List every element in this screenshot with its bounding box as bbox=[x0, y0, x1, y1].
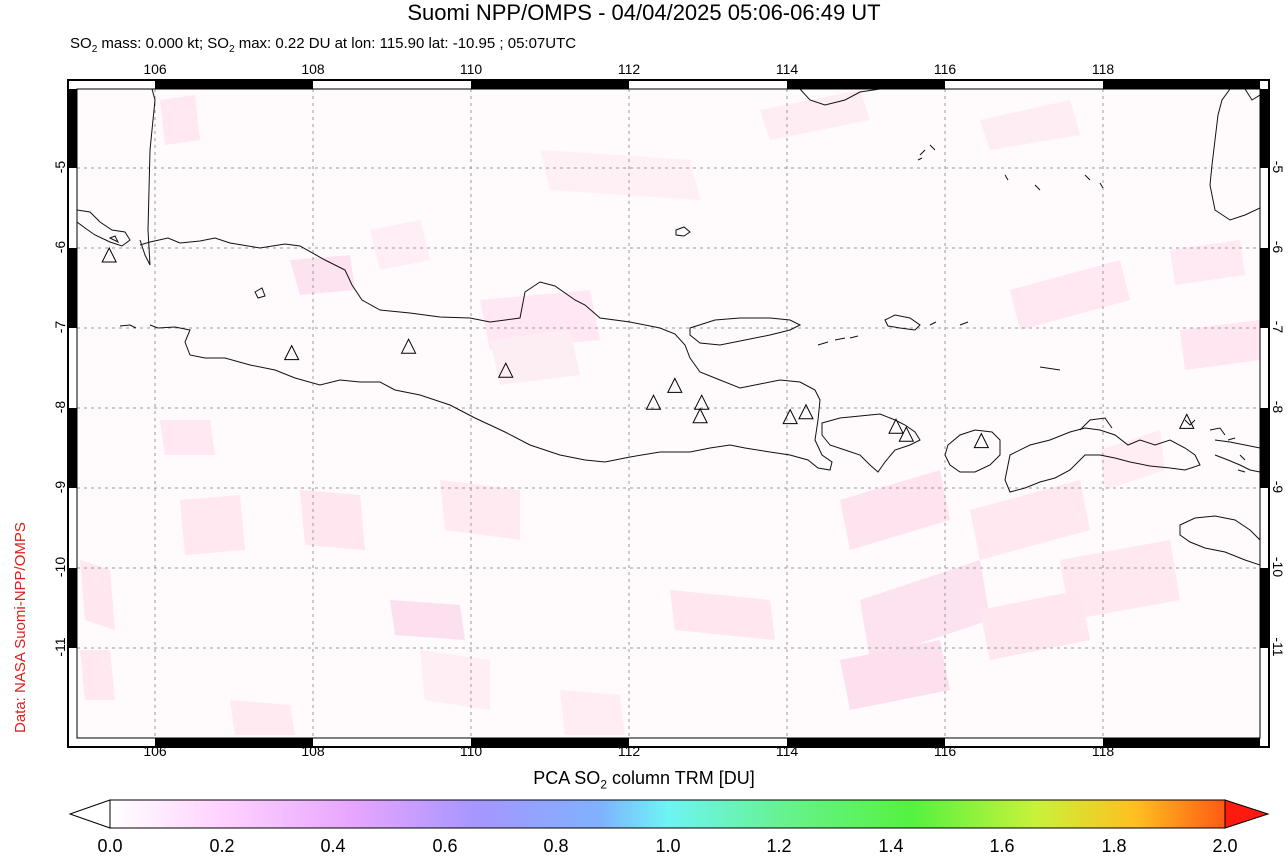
lat-label-left: -10 bbox=[52, 556, 68, 578]
coastline-sumbawa bbox=[1004, 427, 1201, 493]
map-title: Suomi NPP/OMPS - 04/04/2025 05:06-06:49 … bbox=[407, 0, 881, 25]
frame-ticks bbox=[68, 80, 1269, 747]
so2-swath-pixels bbox=[80, 90, 1260, 735]
lat-label-right: -5 bbox=[1270, 160, 1286, 174]
colorbar bbox=[109, 799, 1226, 829]
colorbar-tick: 1.6 bbox=[989, 836, 1015, 856]
lon-label-bottom: 110 bbox=[459, 743, 483, 759]
lon-label-top: 118 bbox=[1091, 61, 1115, 77]
lat-label-right: -8 bbox=[1270, 400, 1286, 414]
lon-label-top: 116 bbox=[933, 61, 957, 77]
lat-label-left: -9 bbox=[52, 480, 68, 494]
lat-label-left: -11 bbox=[52, 637, 68, 657]
colorbar-tick: 0.8 bbox=[543, 836, 569, 856]
volcano-marker bbox=[283, 344, 300, 361]
colorbar-tick: 0.0 bbox=[97, 836, 123, 856]
colorbar-tick: 1.4 bbox=[878, 836, 904, 856]
lon-label-bottom: 108 bbox=[301, 743, 325, 759]
colorbar-tick: 1.8 bbox=[1101, 836, 1127, 856]
lat-label-left: -8 bbox=[52, 400, 68, 414]
coastline-sumba bbox=[1179, 515, 1260, 566]
volcano-marker bbox=[101, 246, 117, 263]
lat-label-right: -6 bbox=[1270, 240, 1286, 254]
lat-label-left: -5 bbox=[52, 160, 68, 174]
lon-label-bottom: 106 bbox=[143, 743, 167, 759]
volcano-markers bbox=[101, 246, 1195, 449]
colorbar-tick: 1.0 bbox=[655, 836, 681, 856]
lat-label-right: -11 bbox=[1270, 637, 1286, 657]
lon-label-top: 112 bbox=[617, 61, 641, 77]
lon-label-top: 106 bbox=[143, 61, 167, 77]
coastline-flores bbox=[1214, 439, 1260, 473]
coastline-kalimantan bbox=[799, 89, 881, 106]
coastline-bali bbox=[821, 413, 921, 473]
so2-summary: SO2 mass: 0.000 kt; SO2 max: 0.22 DU at … bbox=[70, 35, 577, 55]
volcano-marker bbox=[693, 394, 710, 410]
lon-label-top: 108 bbox=[301, 61, 325, 77]
volcano-marker bbox=[782, 408, 798, 425]
lat-label-right: -10 bbox=[1270, 556, 1286, 578]
lat-label-left: -6 bbox=[52, 240, 68, 254]
colorbar-title: PCA SO2 column TRM [DU] bbox=[533, 768, 755, 792]
lon-label-bottom: 116 bbox=[933, 743, 957, 759]
volcano-marker bbox=[400, 338, 417, 354]
lon-label-bottom: 118 bbox=[1091, 743, 1115, 759]
lon-label-bottom: 112 bbox=[617, 743, 641, 759]
coastlines bbox=[77, 89, 1260, 566]
coastline-sumatra bbox=[77, 209, 131, 247]
volcano-marker bbox=[888, 418, 904, 434]
colorbar-tick: 0.4 bbox=[320, 836, 346, 856]
volcano-marker bbox=[497, 362, 514, 378]
coastline-madura bbox=[689, 317, 802, 346]
lat-label-right: -9 bbox=[1270, 480, 1286, 494]
volcano-marker bbox=[1178, 413, 1195, 429]
colorbar-tick: 0.2 bbox=[209, 836, 235, 856]
volcano-marker bbox=[798, 403, 814, 420]
colorbar-high-arrow bbox=[1224, 799, 1270, 829]
volcano-marker bbox=[692, 407, 708, 424]
volcano-marker bbox=[645, 394, 662, 410]
colorbar-tick: 0.6 bbox=[432, 836, 458, 856]
graticule bbox=[77, 89, 1260, 738]
volcano-marker bbox=[973, 432, 990, 449]
colorbar-tick: 1.2 bbox=[766, 836, 792, 856]
colorbar-low-arrow bbox=[68, 799, 111, 829]
lon-label-top: 114 bbox=[775, 61, 799, 77]
volcano-marker bbox=[898, 426, 915, 442]
coastline-lombok bbox=[944, 429, 1001, 473]
coastline-java bbox=[139, 237, 833, 471]
lon-label-bottom: 114 bbox=[775, 743, 799, 759]
lat-label-right: -7 bbox=[1270, 320, 1286, 334]
colorbar-tick: 2.0 bbox=[1212, 836, 1238, 856]
volcano-marker bbox=[667, 377, 683, 393]
lat-label-left: -7 bbox=[52, 320, 68, 334]
lon-label-top: 110 bbox=[459, 61, 483, 77]
